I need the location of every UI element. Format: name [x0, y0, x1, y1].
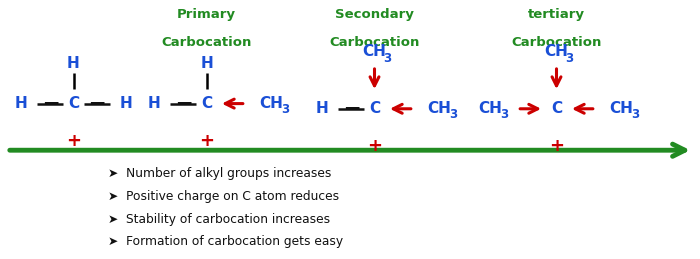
- Text: H: H: [148, 96, 160, 111]
- Text: —: —: [89, 95, 104, 110]
- Text: Secondary: Secondary: [335, 8, 414, 21]
- Text: Carbocation: Carbocation: [161, 36, 252, 49]
- Text: CH: CH: [427, 101, 451, 116]
- Text: 3: 3: [565, 52, 573, 65]
- Text: +: +: [367, 137, 382, 155]
- Text: H: H: [200, 56, 213, 71]
- Text: Carbocation: Carbocation: [511, 36, 602, 49]
- Text: ➤  Formation of carbocation gets easy: ➤ Formation of carbocation gets easy: [108, 235, 344, 248]
- Text: 3: 3: [281, 103, 289, 116]
- Text: +: +: [199, 132, 214, 150]
- Text: +: +: [549, 137, 564, 155]
- Text: H: H: [15, 96, 27, 111]
- Text: 3: 3: [383, 52, 391, 65]
- Text: ➤  Number of alkyl groups increases: ➤ Number of alkyl groups increases: [108, 167, 332, 180]
- Text: CH: CH: [259, 96, 283, 111]
- Text: H: H: [67, 56, 80, 71]
- Text: tertiary: tertiary: [528, 8, 585, 21]
- Text: CH: CH: [478, 101, 502, 116]
- Text: ➤  Positive charge on C atom reduces: ➤ Positive charge on C atom reduces: [108, 190, 340, 203]
- Text: CH: CH: [545, 44, 568, 59]
- Text: C: C: [551, 101, 562, 116]
- Text: H: H: [120, 96, 132, 111]
- Text: —: —: [43, 95, 58, 110]
- Text: C: C: [369, 101, 380, 116]
- Text: +: +: [66, 132, 81, 150]
- Text: 3: 3: [631, 108, 639, 121]
- Text: 3: 3: [449, 108, 457, 121]
- Text: —: —: [176, 95, 191, 110]
- Text: ➤  Stability of carbocation increases: ➤ Stability of carbocation increases: [108, 213, 330, 226]
- Text: CH: CH: [363, 44, 386, 59]
- Text: —: —: [344, 100, 359, 115]
- Text: Carbocation: Carbocation: [329, 36, 420, 49]
- Text: C: C: [201, 96, 212, 111]
- Text: H: H: [316, 101, 328, 116]
- Text: C: C: [68, 96, 79, 111]
- Text: CH: CH: [609, 101, 633, 116]
- Text: Primary: Primary: [177, 8, 236, 21]
- Text: 3: 3: [500, 108, 508, 121]
